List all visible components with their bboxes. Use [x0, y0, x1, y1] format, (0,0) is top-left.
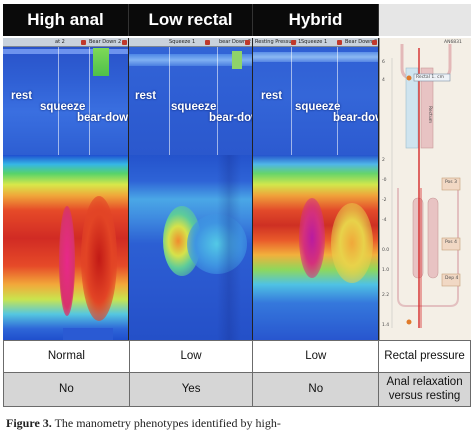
toolbar-label: Squeeze 1 [301, 39, 328, 45]
pressure-hotspot [331, 203, 373, 283]
table-cell: Rectal pressure [378, 340, 471, 373]
phase-label-rest: rest [135, 90, 157, 102]
manometry-panel-low-rectal: Squeeze 1 bear Down 2 rest squeeze bear-… [129, 38, 253, 340]
diagram-marker-label: Rectal 1. cm [416, 75, 444, 80]
anorectal-diagram-graphic [391, 44, 461, 328]
toolbar-label: Bear Down 2 [345, 39, 378, 45]
diagram-box-label: Pos 3 [445, 180, 457, 185]
panel-toolbar: at 2 Bear Down 2 [3, 38, 128, 47]
pressure-band [129, 54, 252, 66]
manometry-panel-high-anal: at 2 Bear Down 2 rest squeeze bear-down [3, 38, 129, 340]
phase-label-squeeze: squeeze [295, 101, 341, 113]
table-row: Normal Low Low Rectal pressure [3, 340, 471, 373]
header-low-rectal: Low rectal [129, 4, 253, 36]
phase-label-rest: rest [11, 90, 33, 102]
toolbar-label: Squeeze 1 [169, 39, 196, 45]
pressure-hotspot [59, 206, 75, 316]
close-icon[interactable] [372, 40, 377, 45]
toolbar-label: at 2 [55, 39, 65, 45]
pressure-band [63, 328, 113, 340]
phase-label-bear-down: bear-down [77, 112, 129, 124]
toolbar-label: Resting Pressure 1 [255, 39, 302, 45]
toolbar-label: bear Down 2 [219, 39, 251, 45]
pressure-hotspot [93, 48, 109, 76]
table-cell: Anal relaxation versus resting [378, 372, 471, 407]
scale-label: 1.4 [382, 323, 390, 328]
toolbar-label: Bear Down 2 [89, 39, 122, 45]
close-icon[interactable] [205, 40, 210, 45]
table-cell: Low [128, 340, 254, 373]
diagram-box-label: Dep 4 [445, 276, 459, 281]
table-cell: Normal [3, 340, 130, 373]
close-icon[interactable] [245, 40, 250, 45]
phenotype-summary-table: Normal Low Low Rectal pressure No Yes No… [3, 340, 471, 407]
phase-label-rest: rest [261, 90, 283, 102]
phase-label-bear-down: bear-down [333, 112, 378, 124]
caption-text: The manometry phenotypes identified by h… [51, 416, 281, 430]
close-icon[interactable] [291, 40, 296, 45]
table-cell: Low [252, 340, 380, 373]
diagram-side-label: Rectum [427, 106, 432, 124]
close-icon[interactable] [122, 40, 127, 45]
table-cell: No [3, 372, 130, 407]
diagram-id-label: AN6831 [444, 40, 462, 45]
table-row: No Yes No Anal relaxation versus resting [3, 372, 471, 407]
caption-label: Figure 3. [6, 416, 52, 430]
pressure-hotspot [81, 196, 117, 321]
pressure-band [253, 52, 378, 62]
scale-label: 1.0 [382, 268, 390, 273]
panel-toolbar: Squeeze 1 bear Down 2 [129, 38, 252, 47]
manometry-panel-hybrid: Resting Pressure 1 Squeeze 1 Bear Down 2… [253, 38, 379, 340]
anorectal-diagram: AN6831 Rectal 1. cm Rectum Pos 3 Pos 4 D… [379, 38, 471, 340]
scale-label: 0.0 [382, 248, 390, 253]
figure-header-row: High anal Low rectal Hybrid [3, 4, 471, 36]
scale-label: 2 [382, 158, 385, 163]
header-blank [379, 4, 471, 36]
close-icon[interactable] [337, 40, 342, 45]
scale-label: -2 [382, 198, 387, 203]
scale-label: 6 [382, 60, 385, 65]
pressure-hotspot [232, 51, 242, 69]
scale-label: 4 [382, 78, 385, 83]
pressure-band [3, 49, 128, 54]
close-icon[interactable] [81, 40, 86, 45]
scale-label: 2.2 [382, 293, 390, 298]
phase-label-squeeze: squeeze [40, 101, 86, 113]
figure-caption: Figure 3. The manometry phenotypes ident… [6, 416, 281, 431]
scale-label: -0 [382, 178, 387, 183]
table-cell: Yes [128, 372, 254, 407]
diagram-box-label: Pos 4 [445, 240, 457, 245]
phase-label-bear-down: bear-down [209, 112, 252, 124]
pressure-hotspot [299, 198, 325, 278]
table-cell: No [252, 372, 380, 407]
scale-label: -4 [382, 218, 387, 223]
header-hybrid: Hybrid [253, 4, 379, 36]
panel-toolbar: Resting Pressure 1 Squeeze 1 Bear Down 2 [253, 38, 378, 47]
header-high-anal: High anal [3, 4, 129, 36]
pressure-hotspot [187, 214, 247, 274]
manometry-panels: at 2 Bear Down 2 rest squeeze bear-down … [3, 38, 379, 340]
phase-label-squeeze: squeeze [171, 101, 217, 113]
pressure-map-upper [253, 47, 378, 155]
pressure-band [217, 155, 241, 340]
